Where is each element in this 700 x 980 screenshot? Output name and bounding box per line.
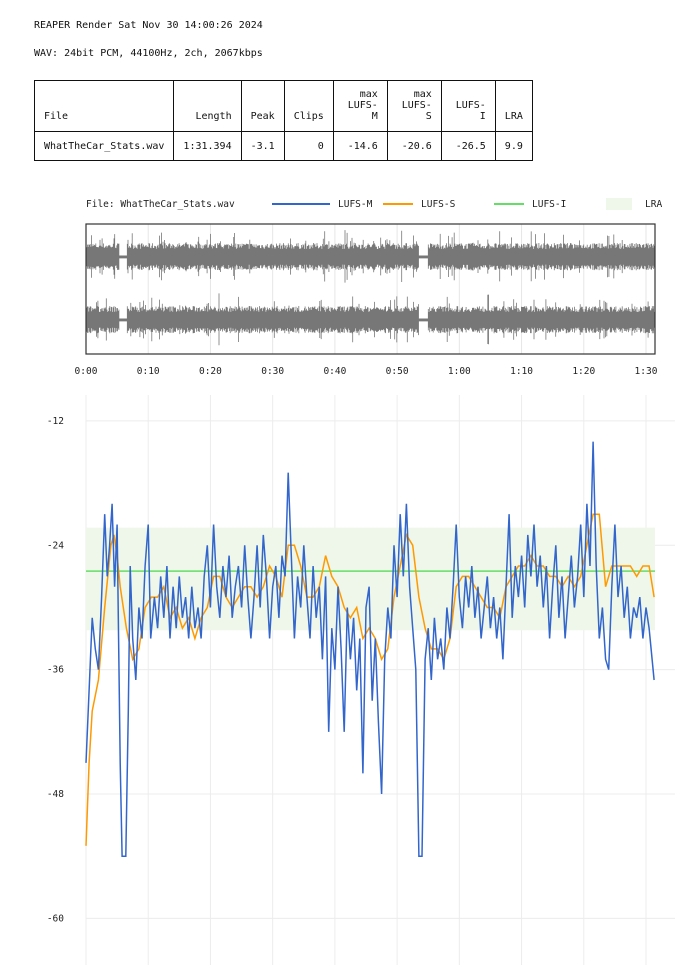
waveform-channel-1 xyxy=(85,230,655,283)
y-tick-label: -12 xyxy=(47,416,64,427)
legend-lufs-s: LUFS-S xyxy=(421,199,456,210)
col-clips: Clips xyxy=(283,80,334,132)
x-tick-label: 1:30 xyxy=(635,366,658,377)
x-tick-label: 1:10 xyxy=(510,366,533,377)
col-file: File xyxy=(33,80,175,132)
y-tick-label: -48 xyxy=(47,789,64,800)
table-row: WhatTheCar_Stats.wav 1:31.394 -3.1 0 -14… xyxy=(33,131,533,161)
y-tick-label: -60 xyxy=(47,913,64,924)
col-label-1: max xyxy=(413,89,432,100)
x-tick-label: 0:30 xyxy=(261,366,284,377)
chart-title: File: WhatTheCar_Stats.wav xyxy=(86,199,235,210)
col-peak: Peak xyxy=(240,80,285,132)
y-tick-label: -36 xyxy=(47,665,64,676)
col-length: Length xyxy=(173,80,242,132)
x-tick-label: 0:40 xyxy=(323,366,346,377)
col-label-1: max xyxy=(359,89,378,100)
x-tick-label: 0:00 xyxy=(75,366,98,377)
format-info: WAV: 24bit PCM, 44100Hz, 2ch, 2067kbps xyxy=(34,48,263,59)
x-tick-label: 0:10 xyxy=(137,366,160,377)
waveform-frame xyxy=(85,223,656,355)
col-max-lufs-s: max LUFS-S xyxy=(386,80,442,132)
cell-lra: 9.9 xyxy=(494,131,533,161)
legend-lra: LRA xyxy=(645,199,662,210)
col-label-2: LUFS-M xyxy=(347,100,378,122)
cell-max-lufs-s: -20.6 xyxy=(386,131,442,161)
x-tick-label: 0:50 xyxy=(386,366,409,377)
legend-lufs-i: LUFS-I xyxy=(532,199,566,210)
x-tick-label: 1:00 xyxy=(448,366,471,377)
cell-clips: 0 xyxy=(283,131,334,161)
col-lra: LRA xyxy=(494,80,533,132)
cell-file: WhatTheCar_Stats.wav xyxy=(33,131,175,161)
x-tick-label: 1:20 xyxy=(572,366,595,377)
stats-table: File Length Peak Clips max LUFS-M max LUFS… xyxy=(33,80,533,161)
legend-swatch-lra xyxy=(606,198,632,210)
render-title: REAPER Render Sat Nov 30 14:00:26 2024 xyxy=(34,20,263,31)
col-label-2: LUFS-S xyxy=(401,100,432,122)
y-tick-label: -24 xyxy=(47,540,64,551)
x-tick-label: 0:20 xyxy=(199,366,222,377)
lufs-m-line xyxy=(85,441,655,857)
cell-length: 1:31.394 xyxy=(173,131,242,161)
legend-lufs-m: LUFS-M xyxy=(338,199,373,210)
table-header-row: File Length Peak Clips max LUFS-M max LUFS… xyxy=(33,80,533,132)
cell-max-lufs-m: -14.6 xyxy=(332,131,388,161)
waveform-channel-2 xyxy=(85,293,655,346)
